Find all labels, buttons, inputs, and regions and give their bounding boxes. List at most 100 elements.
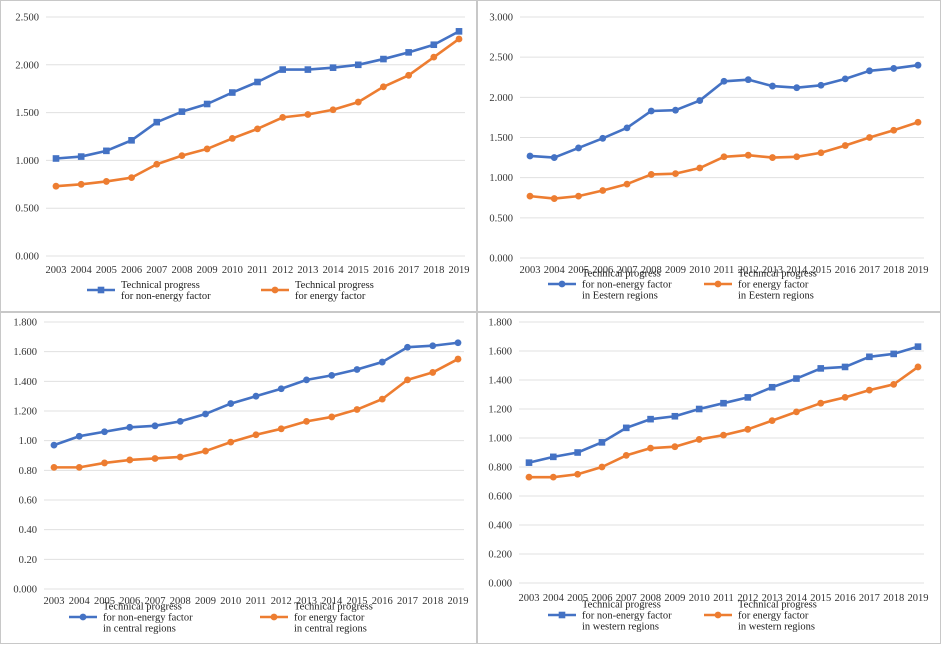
legend-label: for energy factor bbox=[295, 291, 366, 302]
data-point bbox=[793, 84, 801, 92]
data-point bbox=[866, 67, 873, 75]
data-point bbox=[817, 365, 825, 372]
data-point bbox=[623, 180, 631, 188]
data-point bbox=[841, 394, 849, 401]
legend-label: for non-energy factor bbox=[103, 613, 193, 624]
y-tick-label: 1.000 bbox=[15, 156, 39, 167]
x-tick-label: 2015 bbox=[810, 593, 831, 604]
data-point bbox=[744, 76, 752, 84]
legend-label: Technical progress bbox=[582, 600, 661, 611]
legend-label: for energy factor bbox=[294, 613, 365, 624]
x-tick-label: 2005 bbox=[568, 265, 589, 276]
x-tick-label: 2010 bbox=[220, 596, 241, 607]
legend-label: Technical progress bbox=[738, 269, 817, 280]
x-tick-label: 2011 bbox=[246, 596, 267, 607]
legend-marker bbox=[558, 611, 566, 619]
y-tick-label: 1.400 bbox=[488, 376, 512, 387]
data-point bbox=[890, 65, 898, 72]
data-point bbox=[720, 431, 727, 439]
data-point bbox=[695, 405, 703, 413]
y-tick-label: 0.20 bbox=[19, 555, 37, 566]
data-point bbox=[526, 192, 534, 200]
data-point bbox=[103, 147, 110, 155]
data-point bbox=[77, 180, 85, 188]
data-point bbox=[430, 53, 438, 61]
data-point bbox=[720, 77, 728, 85]
data-point bbox=[890, 126, 898, 134]
x-tick-label: 2019 bbox=[449, 265, 470, 276]
data-point bbox=[914, 118, 922, 126]
data-point bbox=[598, 439, 606, 446]
legend-marker bbox=[270, 613, 278, 621]
y-tick-label: 0.600 bbox=[488, 492, 512, 503]
data-point bbox=[550, 154, 558, 161]
legend-label: Technical progress bbox=[295, 280, 374, 291]
x-tick-label: 2003 bbox=[44, 596, 65, 607]
data-point bbox=[304, 111, 312, 118]
legend-label: in central regions bbox=[103, 624, 176, 635]
data-point bbox=[744, 151, 752, 159]
series-line bbox=[54, 357, 459, 469]
data-point bbox=[178, 152, 186, 160]
x-tick-label: 2003 bbox=[46, 265, 67, 276]
data-point bbox=[52, 182, 60, 190]
data-point bbox=[914, 363, 922, 371]
x-tick-label: 2008 bbox=[170, 596, 191, 607]
x-tick-label: 2015 bbox=[811, 265, 832, 276]
y-tick-label: 0.000 bbox=[488, 579, 512, 590]
x-tick-label: 2006 bbox=[119, 596, 140, 607]
y-tick-label: 1.200 bbox=[488, 405, 512, 416]
y-tick-label: 2.000 bbox=[489, 93, 513, 104]
legend-label: for non-energy factor bbox=[582, 611, 672, 622]
data-point bbox=[696, 164, 704, 172]
x-tick-label: 2012 bbox=[272, 265, 293, 276]
data-point bbox=[817, 149, 825, 157]
data-point bbox=[404, 376, 411, 384]
data-point bbox=[647, 107, 655, 115]
data-point bbox=[101, 459, 108, 467]
y-tick-label: 0.800 bbox=[488, 463, 512, 474]
data-point bbox=[202, 447, 209, 455]
data-point bbox=[720, 399, 727, 407]
data-point bbox=[405, 49, 412, 56]
x-tick-label: 2013 bbox=[762, 265, 783, 276]
x-tick-label: 2013 bbox=[296, 596, 317, 607]
data-point bbox=[128, 174, 135, 182]
y-tick-label: 0.000 bbox=[489, 254, 513, 265]
legend-marker bbox=[97, 286, 105, 294]
legend-label: Technical progress bbox=[738, 600, 817, 611]
data-point bbox=[672, 170, 679, 178]
x-tick-label: 2016 bbox=[372, 596, 393, 607]
data-point bbox=[353, 366, 361, 373]
data-point bbox=[303, 376, 310, 384]
data-point bbox=[52, 155, 60, 162]
legend-marker bbox=[714, 280, 722, 288]
data-point bbox=[277, 385, 285, 393]
data-point bbox=[430, 41, 438, 49]
x-tick-label: 2015 bbox=[348, 265, 369, 276]
x-tick-label: 2018 bbox=[883, 593, 904, 604]
data-point bbox=[575, 144, 582, 152]
x-tick-label: 2007 bbox=[616, 593, 637, 604]
data-point bbox=[405, 71, 413, 79]
y-tick-label: 0.40 bbox=[19, 525, 37, 536]
data-point bbox=[153, 118, 161, 126]
data-point bbox=[303, 417, 310, 425]
x-tick-label: 2014 bbox=[786, 265, 808, 276]
data-point bbox=[378, 358, 386, 366]
x-tick-label: 2019 bbox=[908, 265, 929, 276]
data-point bbox=[227, 400, 235, 407]
x-tick-label: 2010 bbox=[689, 593, 710, 604]
x-tick-label: 2007 bbox=[617, 265, 638, 276]
data-point bbox=[793, 375, 800, 382]
x-tick-label: 2005 bbox=[94, 596, 115, 607]
y-tick-label: 0.500 bbox=[489, 213, 513, 224]
data-point bbox=[328, 413, 336, 421]
data-point bbox=[203, 145, 211, 153]
y-tick-label: 1.000 bbox=[488, 434, 512, 445]
x-tick-label: 2015 bbox=[347, 596, 368, 607]
y-tick-label: 1.600 bbox=[13, 347, 37, 358]
legend-marker bbox=[558, 280, 566, 288]
data-point bbox=[50, 441, 58, 449]
data-point bbox=[793, 153, 801, 161]
